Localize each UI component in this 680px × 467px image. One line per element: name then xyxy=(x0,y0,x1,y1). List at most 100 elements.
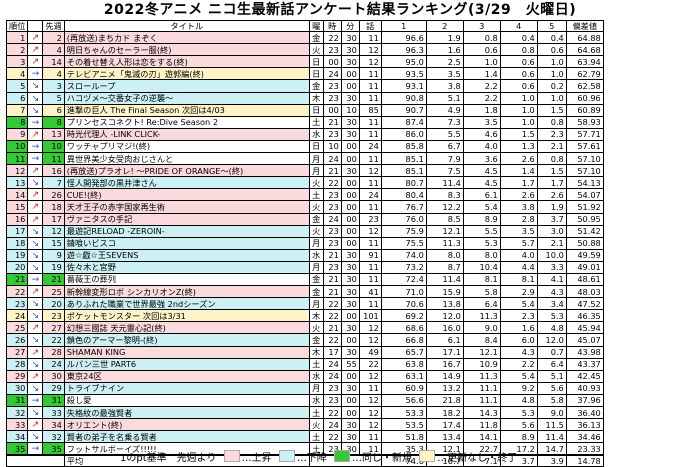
prev-rank-cell: 17 xyxy=(42,212,65,226)
title-cell: 時光代理人 -LINK CLICK- xyxy=(63,127,310,141)
deviation-cell: 47.52 xyxy=(565,297,604,311)
pct2-cell: 12.2 xyxy=(425,200,464,214)
pct4-cell: 6.0 xyxy=(499,333,538,347)
deviation-cell: 36.13 xyxy=(565,418,604,432)
trend-cell: → xyxy=(27,67,44,81)
hour-cell: 21 xyxy=(322,115,342,129)
table-row: 26 ↘ 22 鎖色のアーマー黎明-(終) 金 22 00 12 66.8 6.1 8.4 6.0 12… xyxy=(5,333,604,347)
episode-cell: 11 xyxy=(358,272,382,287)
pct5-cell: 2.3 xyxy=(536,127,567,141)
rank-cell: 25 xyxy=(5,321,29,335)
trend-cell: → xyxy=(27,139,44,154)
deviation-cell: 43.37 xyxy=(565,357,604,371)
deviation-cell: 45.07 xyxy=(565,333,604,347)
trend-cell: ↗ xyxy=(27,55,44,69)
pct2-cell: 1.6 xyxy=(425,43,464,57)
rank-cell: 20 xyxy=(5,260,29,274)
pct2-cell: 21.8 xyxy=(425,393,464,408)
pct2-cell: 6.1 xyxy=(425,333,464,347)
table-row: 7 ↘ 6 進撃の巨人 The Final Season 次回は4/03 日 00 10 85… xyxy=(5,103,604,117)
trend-cell: ↘ xyxy=(27,430,44,444)
pct1-cell: 93.5 xyxy=(380,67,427,81)
deviation-cell: 23.33 xyxy=(565,442,604,456)
rank-cell: 24 xyxy=(5,309,29,323)
prev-rank-cell: 32 xyxy=(42,430,65,444)
pct4-cell: 1.4 xyxy=(499,164,538,178)
trend-cell: ↗ xyxy=(27,321,44,335)
pct1-cell: 85.8 xyxy=(380,139,427,154)
day-cell: 月 xyxy=(308,164,324,178)
pct5-cell: 5.8 xyxy=(536,393,567,408)
pct3-cell: 11.3 xyxy=(462,309,501,323)
episode-cell: 12 xyxy=(358,164,382,178)
trend-cell: ↗ xyxy=(27,31,44,45)
deviation-cell: 64.68 xyxy=(565,43,604,57)
title-cell: 殺し愛 xyxy=(63,393,310,408)
trend-cell: ↘ xyxy=(27,405,44,420)
minute-cell: 55 xyxy=(340,357,360,371)
title-cell: スローループ xyxy=(63,79,310,93)
pct2-cell: 13.4 xyxy=(425,430,464,444)
prev-rank-cell: 18 xyxy=(42,200,65,214)
pct4-cell: 8.1 xyxy=(499,272,538,287)
pct3-cell: 14.1 xyxy=(462,430,501,444)
pct4-cell: 8.9 xyxy=(499,430,538,444)
deviation-cell: 51.42 xyxy=(565,224,604,238)
rank-cell: 26 xyxy=(5,333,29,347)
title-cell: (再放送)プラオレ! ～PRIDE OF ORANGE～(終) xyxy=(63,164,310,178)
episode-cell: 49 xyxy=(358,345,382,359)
table-row: 28 ↘ 24 ルパン三世 PART6 土 24 55 22 63.8 16.7 10.9 2.2 6.… xyxy=(5,357,604,371)
header-cell xyxy=(27,19,44,33)
episode-cell: 11 xyxy=(358,79,382,93)
day-cell: 日 xyxy=(308,67,324,81)
pct5-cell: 5.3 xyxy=(536,309,567,323)
hour-cell: 23 xyxy=(322,127,342,141)
table-row: 5 ↘ 3 スローループ金 23 00 11 93.1 3.8 2.2 0.6 0.2 62.58 xyxy=(5,79,604,93)
episode-cell: 11 xyxy=(358,381,382,395)
prev-rank-cell: 21 xyxy=(42,272,65,287)
minute-cell: 30 xyxy=(340,55,360,69)
pct1-cell: 93.1 xyxy=(380,79,427,93)
pct4-cell: 2.6 xyxy=(499,152,538,166)
prev-rank-cell: 10 xyxy=(42,139,65,154)
pct4-cell: 0.6 xyxy=(499,79,538,93)
rank-cell: 6 xyxy=(5,91,29,105)
prev-rank-cell: 4 xyxy=(42,43,65,57)
pct2-cell: 4.9 xyxy=(425,103,464,117)
rank-cell: 21 xyxy=(5,272,29,287)
pct5-cell: 1.0 xyxy=(536,91,567,105)
hour-cell: 24 xyxy=(322,369,342,383)
day-cell: 金 xyxy=(308,31,324,45)
pct5-cell: 1.5 xyxy=(536,103,567,117)
title-cell: ヴァニタスの手記 xyxy=(63,212,310,226)
pct5-cell: 0.7 xyxy=(536,345,567,359)
trend-cell: ↘ xyxy=(27,357,44,371)
pct3-cell: 2.2 xyxy=(462,91,501,105)
trend-cell: → xyxy=(27,115,44,129)
pct5-cell: 3.7 xyxy=(536,212,567,226)
deviation-cell: 50.95 xyxy=(565,212,604,226)
arrow-down-icon: ↘ xyxy=(31,105,40,116)
title-cell: 佐々木と宮野 xyxy=(63,260,310,274)
hour-cell: 23 xyxy=(322,188,342,202)
pct2-cell: 12.0 xyxy=(425,309,464,323)
hour-cell: 21 xyxy=(322,164,342,178)
deviation-cell: 48.61 xyxy=(565,272,604,287)
trend-cell: ↗ xyxy=(27,212,44,226)
table-row: 13 ↘ 7 怪人開発部の黒井津さん火 22 00 11 80.7 11.4 4.5 1.7 1.7 5… xyxy=(5,176,604,190)
arrow-right-icon: → xyxy=(31,444,40,455)
pct1-cell: 80.4 xyxy=(380,188,427,202)
day-cell: 金 xyxy=(308,285,324,299)
hour-cell: 23 xyxy=(322,381,342,395)
pct5-cell: 2.1 xyxy=(536,139,567,154)
prev-rank-cell: 4 xyxy=(42,67,65,81)
title-cell: 賢者の弟子を名乗る賢者 xyxy=(63,430,310,444)
arrow-right-icon: → xyxy=(31,395,40,406)
trend-cell: ↗ xyxy=(27,164,44,178)
rank-cell: 15 xyxy=(5,200,29,214)
pct5-cell: 3.0 xyxy=(536,224,567,238)
prev-rank-cell: 2 xyxy=(42,31,65,45)
pct2-cell: 6.7 xyxy=(425,139,464,154)
episode-cell: 11 xyxy=(358,260,382,274)
deviation-cell: 42.45 xyxy=(565,369,604,383)
